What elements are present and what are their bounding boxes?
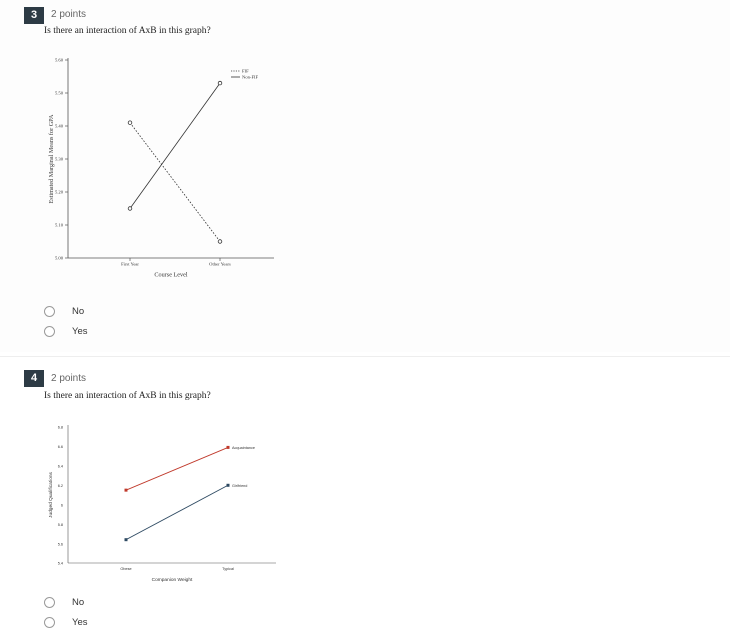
x-axis-label: Companion Weight — [152, 577, 193, 583]
choice-no[interactable]: No — [44, 597, 84, 608]
question-prompt: Is there an interaction of AxB in this g… — [44, 26, 211, 36]
choice-no[interactable]: No — [44, 306, 84, 317]
question-4: 4 2 points Is there an interaction of Ax… — [0, 356, 730, 644]
y-axis-label: Estimated Marginal Means for GPA — [48, 114, 55, 204]
question-points: 2 points — [51, 9, 87, 20]
choice-label: No — [72, 306, 85, 317]
interaction-line-chart: 5.4 5.6 5.8 6 6.2 6.4 6.6 6.8 Obese Typical Compan… — [48, 425, 276, 583]
x-tick-label: Other Years — [209, 262, 231, 267]
y-tick-label: 5.10 — [55, 223, 64, 228]
y-tick-label: 5.30 — [55, 157, 64, 162]
data-point — [226, 483, 230, 487]
choice-label: Yes — [72, 617, 88, 628]
legend-entry: Non-FIF — [242, 75, 259, 80]
choice-label: No — [72, 597, 85, 608]
data-point — [217, 239, 223, 244]
y-tick-label: 5.8 — [58, 523, 63, 527]
choice-yes[interactable]: Yes — [44, 326, 88, 337]
y-tick-label: 6.4 — [58, 465, 63, 469]
question-points: 2 points — [51, 373, 87, 384]
question-3: 3 2 points Is there an interaction of Ax… — [24, 7, 274, 337]
radio-button[interactable] — [44, 597, 55, 608]
series-line — [129, 82, 221, 209]
data-point — [217, 80, 223, 86]
y-tick-label: 6.8 — [58, 426, 63, 430]
data-point — [127, 206, 133, 211]
x-tick-label: First Year — [121, 262, 139, 267]
data-point — [127, 120, 133, 125]
y-tick-label: 5.00 — [55, 256, 64, 261]
question-number-badge: 3 — [24, 7, 44, 24]
data-point — [226, 445, 230, 449]
series-label: Acquaintance — [232, 446, 255, 450]
y-tick-label: 6.6 — [58, 445, 63, 449]
choice-label: Yes — [72, 326, 88, 337]
radio-button[interactable] — [44, 306, 55, 317]
data-point — [124, 538, 128, 542]
x-tick-label: Typical — [222, 567, 234, 571]
y-tick-label: 5.50 — [55, 91, 64, 96]
legend-entry: FIF — [242, 69, 249, 74]
question-prompt: Is there an interaction of AxB in this g… — [44, 391, 211, 401]
series-label: Girlfriend — [232, 484, 247, 488]
x-axis-label: Course Level — [154, 272, 187, 279]
choice-yes[interactable]: Yes — [44, 617, 88, 628]
series-line — [125, 446, 229, 491]
y-tick-label: 5.40 — [55, 124, 64, 129]
question-number-badge: 4 — [24, 370, 44, 387]
y-tick-label: 5.60 — [55, 58, 64, 63]
y-tick-label: 5.6 — [58, 542, 63, 546]
series-line — [129, 122, 221, 242]
series-line — [125, 484, 229, 541]
y-axis-label: Judged Qualifications — [48, 471, 54, 517]
x-tick-label: Obese — [120, 567, 131, 571]
radio-button[interactable] — [44, 326, 55, 337]
data-point — [124, 488, 128, 492]
y-tick-label: 6 — [61, 503, 63, 507]
y-tick-label: 5.4 — [58, 562, 63, 566]
interaction-line-chart: 5.00 5.10 5.20 5.30 5.40 5.50 5.60 First Year Ot… — [48, 58, 274, 279]
y-tick-label: 6.2 — [58, 484, 63, 488]
radio-button[interactable] — [44, 617, 55, 628]
y-tick-label: 5.20 — [55, 190, 64, 195]
